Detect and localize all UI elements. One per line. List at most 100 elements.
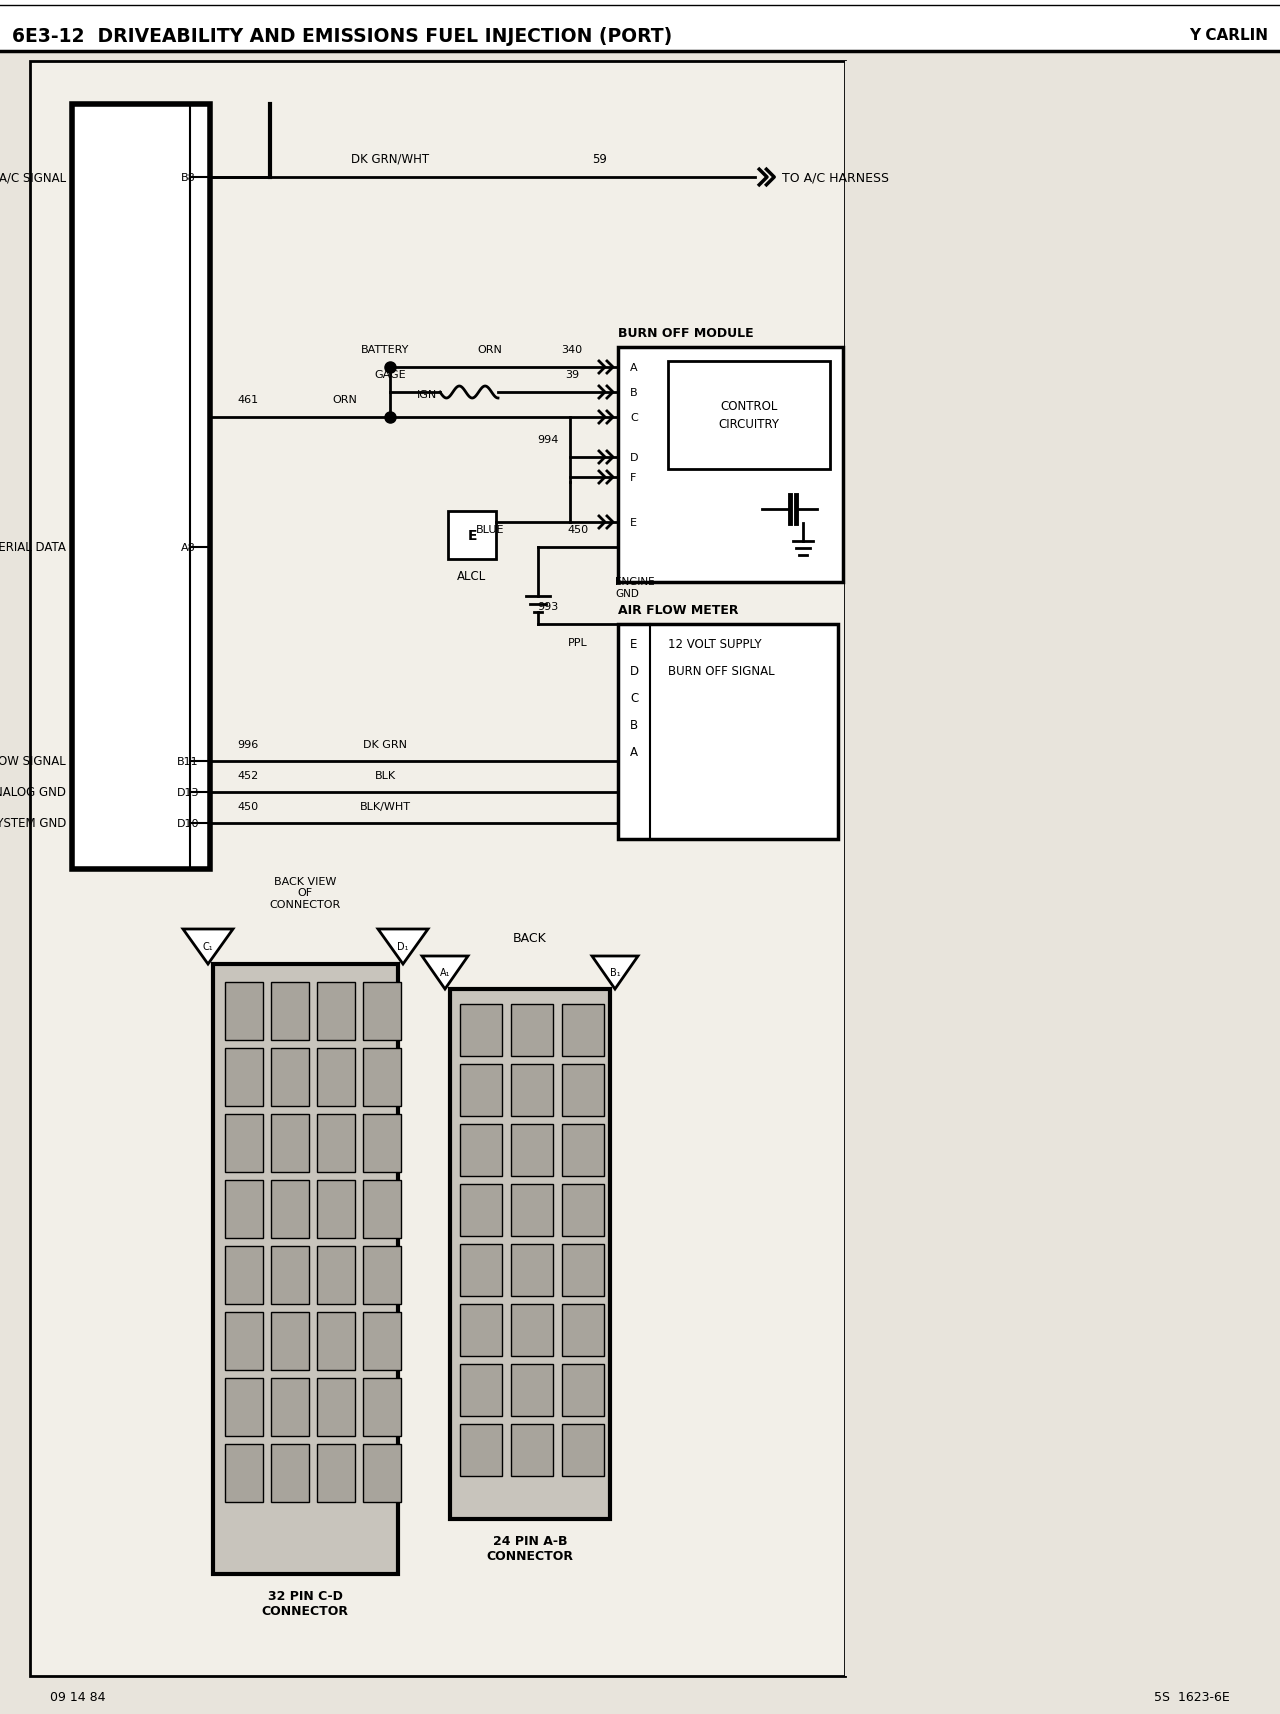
- Bar: [511, 1364, 553, 1416]
- Bar: [212, 965, 398, 1573]
- Text: 461: 461: [237, 394, 259, 405]
- Text: SYSTEM GND: SYSTEM GND: [0, 818, 67, 830]
- Text: E: E: [630, 518, 637, 528]
- Bar: [271, 1445, 308, 1501]
- Text: 24 PIN A-B
CONNECTOR: 24 PIN A-B CONNECTOR: [486, 1534, 573, 1561]
- Text: PPL: PPL: [568, 638, 588, 648]
- Bar: [271, 1246, 308, 1304]
- Bar: [0, 0, 1280, 51]
- Bar: [668, 362, 829, 470]
- Text: IGN: IGN: [417, 389, 436, 399]
- Bar: [271, 1049, 308, 1106]
- Text: 994: 994: [538, 435, 558, 444]
- Text: 996: 996: [237, 739, 259, 749]
- Bar: [364, 1378, 401, 1436]
- Text: 6E3-12  DRIVEABILITY AND EMISSIONS FUEL INJECTION (PORT): 6E3-12 DRIVEABILITY AND EMISSIONS FUEL I…: [12, 26, 672, 46]
- Text: BURN OFF MODULE: BURN OFF MODULE: [618, 327, 754, 339]
- Text: D10: D10: [177, 819, 200, 828]
- Bar: [511, 1184, 553, 1236]
- Text: ORN: ORN: [477, 345, 503, 355]
- Bar: [460, 1004, 502, 1056]
- Polygon shape: [422, 956, 468, 989]
- Bar: [562, 1424, 604, 1476]
- Bar: [29, 62, 845, 1676]
- Bar: [562, 1184, 604, 1236]
- Bar: [317, 982, 355, 1040]
- Bar: [460, 1424, 502, 1476]
- Bar: [225, 1378, 262, 1436]
- Text: D13: D13: [177, 787, 200, 797]
- Bar: [271, 982, 308, 1040]
- Bar: [225, 1313, 262, 1369]
- Bar: [317, 1181, 355, 1238]
- Text: 32 PIN C-D
CONNECTOR: 32 PIN C-D CONNECTOR: [261, 1589, 348, 1616]
- Text: BACK VIEW
OF
CONNECTOR: BACK VIEW OF CONNECTOR: [269, 876, 340, 910]
- Text: A: A: [630, 363, 637, 372]
- Bar: [225, 1246, 262, 1304]
- Text: Y CARLIN: Y CARLIN: [1189, 29, 1268, 43]
- Bar: [460, 1064, 502, 1116]
- Bar: [618, 624, 838, 840]
- Text: ENGINE
GND: ENGINE GND: [614, 576, 654, 598]
- Text: ALCL: ALCL: [457, 569, 486, 583]
- Text: GAGE: GAGE: [374, 370, 406, 381]
- Bar: [511, 1124, 553, 1176]
- Bar: [562, 1004, 604, 1056]
- Text: B₁: B₁: [609, 967, 621, 977]
- Bar: [511, 1244, 553, 1296]
- Bar: [562, 1244, 604, 1296]
- Polygon shape: [183, 929, 233, 965]
- Bar: [460, 1124, 502, 1176]
- Polygon shape: [593, 956, 637, 989]
- Text: F: F: [630, 473, 636, 483]
- Text: DK GRN/WHT: DK GRN/WHT: [351, 153, 429, 166]
- Text: ORN: ORN: [333, 394, 357, 405]
- Bar: [225, 982, 262, 1040]
- Text: 39: 39: [564, 370, 579, 381]
- Bar: [451, 989, 611, 1519]
- Text: 59: 59: [593, 153, 608, 166]
- Bar: [225, 1181, 262, 1238]
- Bar: [271, 1114, 308, 1172]
- Text: BLK: BLK: [375, 771, 396, 780]
- Bar: [364, 1313, 401, 1369]
- Bar: [460, 1304, 502, 1356]
- Bar: [562, 1124, 604, 1176]
- Bar: [364, 982, 401, 1040]
- Bar: [225, 1049, 262, 1106]
- Text: 340: 340: [562, 345, 582, 355]
- Bar: [271, 1181, 308, 1238]
- Text: TO A/C HARNESS: TO A/C HARNESS: [782, 171, 890, 185]
- Text: A: A: [630, 746, 637, 759]
- Text: AIR FLOW SIGNAL: AIR FLOW SIGNAL: [0, 756, 67, 768]
- Bar: [364, 1049, 401, 1106]
- Text: BATTERY: BATTERY: [361, 345, 410, 355]
- Bar: [317, 1114, 355, 1172]
- Text: E: E: [467, 528, 476, 543]
- Text: C₁: C₁: [202, 941, 214, 951]
- Text: 450: 450: [237, 802, 259, 811]
- Text: D: D: [630, 665, 639, 679]
- Text: E: E: [630, 638, 637, 651]
- Bar: [460, 1364, 502, 1416]
- Polygon shape: [378, 929, 428, 965]
- Text: B8: B8: [180, 173, 196, 183]
- Bar: [562, 1064, 604, 1116]
- Text: D₁: D₁: [397, 941, 408, 951]
- Bar: [511, 1064, 553, 1116]
- Text: ANALOG GND: ANALOG GND: [0, 787, 67, 799]
- Bar: [364, 1181, 401, 1238]
- Text: 993: 993: [538, 602, 558, 612]
- Bar: [618, 348, 844, 583]
- Text: 5S  1623-6E: 5S 1623-6E: [1155, 1690, 1230, 1704]
- Bar: [317, 1313, 355, 1369]
- Bar: [364, 1246, 401, 1304]
- Bar: [364, 1114, 401, 1172]
- Bar: [317, 1049, 355, 1106]
- Text: BACK: BACK: [513, 931, 547, 944]
- Bar: [271, 1313, 308, 1369]
- Bar: [845, 62, 1275, 1676]
- Text: A₁: A₁: [440, 967, 451, 977]
- Bar: [511, 1004, 553, 1056]
- Bar: [364, 1445, 401, 1501]
